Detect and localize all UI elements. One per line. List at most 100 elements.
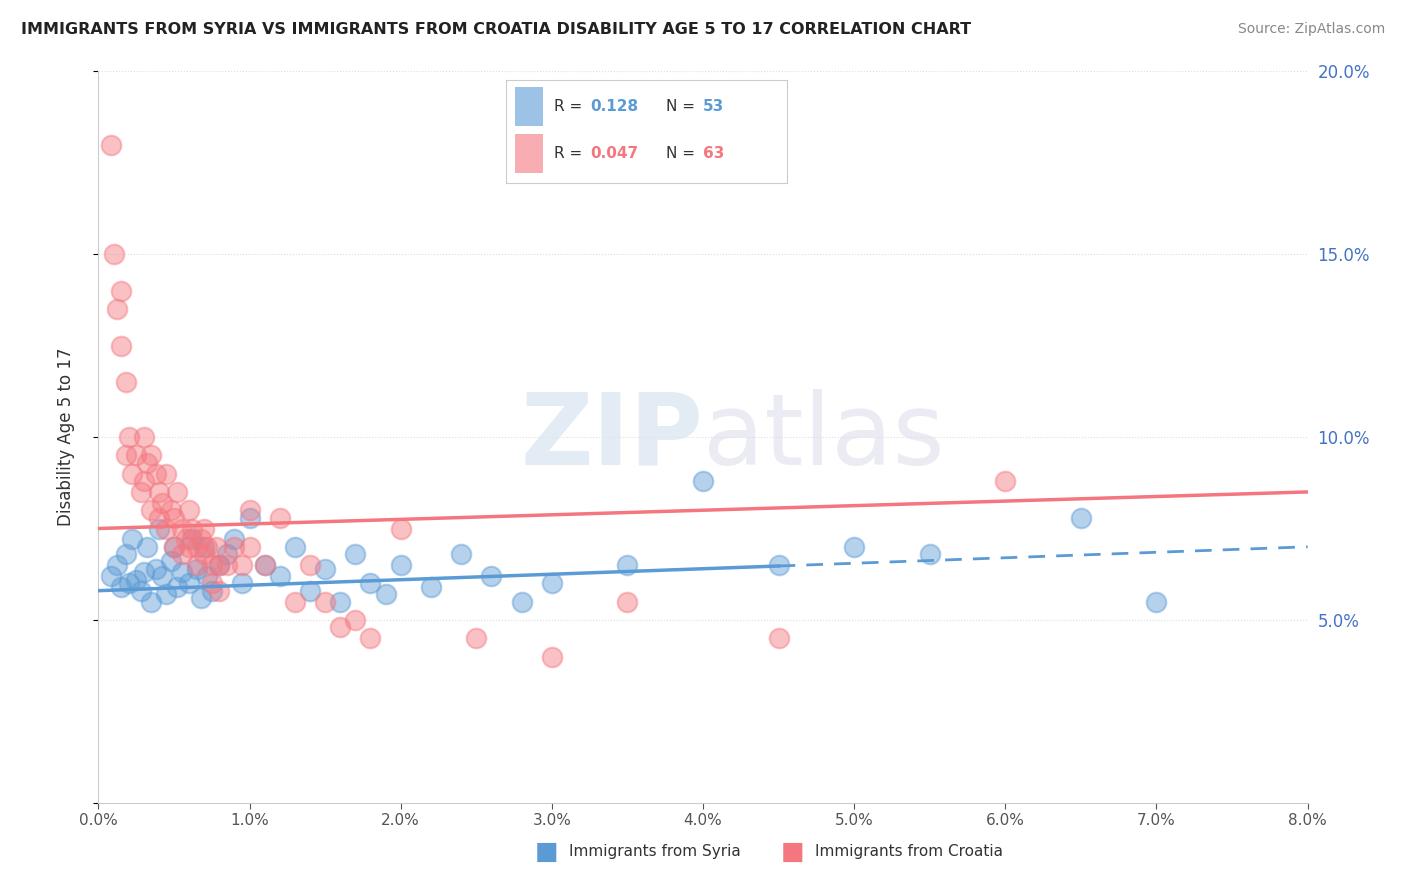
Text: ZIP: ZIP bbox=[520, 389, 703, 485]
Point bbox=[510, 594, 533, 608]
Text: N =: N = bbox=[666, 99, 700, 114]
Point bbox=[239, 510, 262, 524]
Point bbox=[179, 540, 201, 554]
Point bbox=[224, 540, 246, 554]
Text: atlas: atlas bbox=[703, 389, 945, 485]
Point bbox=[844, 540, 866, 554]
Point bbox=[284, 594, 307, 608]
Point bbox=[389, 521, 412, 535]
Point bbox=[481, 569, 503, 583]
Text: R =: R = bbox=[554, 99, 588, 114]
Point bbox=[132, 430, 155, 444]
Point bbox=[155, 521, 177, 535]
Point bbox=[253, 558, 276, 573]
Text: Immigrants from Croatia: Immigrants from Croatia bbox=[815, 845, 1004, 859]
Point bbox=[768, 632, 790, 646]
Point bbox=[125, 573, 148, 587]
Point bbox=[269, 569, 291, 583]
Point bbox=[344, 613, 367, 627]
Point bbox=[121, 533, 143, 547]
Point bbox=[201, 576, 224, 591]
Point bbox=[231, 558, 253, 573]
Point bbox=[190, 533, 212, 547]
Point bbox=[148, 510, 170, 524]
Text: N =: N = bbox=[666, 145, 700, 161]
Point bbox=[193, 547, 215, 561]
Point bbox=[121, 467, 143, 481]
Point bbox=[148, 485, 170, 500]
Point bbox=[174, 533, 197, 547]
Point bbox=[141, 448, 163, 462]
Text: 53: 53 bbox=[703, 99, 724, 114]
Point bbox=[918, 547, 941, 561]
Point bbox=[465, 632, 488, 646]
Point bbox=[141, 503, 163, 517]
Point bbox=[768, 558, 790, 573]
Point bbox=[360, 632, 382, 646]
Point bbox=[186, 558, 208, 573]
Point bbox=[193, 540, 215, 554]
Point bbox=[616, 558, 638, 573]
Point bbox=[253, 558, 276, 573]
Point bbox=[166, 580, 188, 594]
Point bbox=[205, 540, 228, 554]
Point bbox=[105, 301, 128, 317]
Point bbox=[155, 587, 177, 601]
Point bbox=[329, 620, 352, 634]
Point bbox=[170, 547, 193, 561]
Text: ■: ■ bbox=[534, 840, 558, 863]
Bar bbox=[515, 134, 543, 173]
Point bbox=[105, 558, 128, 573]
Point bbox=[540, 649, 562, 664]
Point bbox=[195, 569, 218, 583]
Text: Immigrants from Syria: Immigrants from Syria bbox=[569, 845, 741, 859]
Point bbox=[208, 583, 231, 598]
Point bbox=[284, 540, 307, 554]
Point bbox=[1146, 594, 1168, 608]
Point bbox=[135, 456, 157, 470]
Point bbox=[150, 496, 173, 510]
Point bbox=[114, 448, 136, 462]
Point bbox=[269, 510, 291, 524]
Point bbox=[360, 576, 382, 591]
Point bbox=[145, 562, 167, 576]
Text: 63: 63 bbox=[703, 145, 724, 161]
Point bbox=[132, 566, 155, 580]
Point bbox=[299, 583, 322, 598]
Point bbox=[160, 554, 183, 568]
Point bbox=[118, 430, 141, 444]
Point bbox=[181, 521, 204, 535]
Point bbox=[110, 580, 132, 594]
Point bbox=[692, 474, 714, 488]
Point bbox=[201, 558, 224, 573]
Point bbox=[344, 547, 367, 561]
Point bbox=[201, 583, 224, 598]
Point bbox=[1070, 510, 1092, 524]
Point bbox=[110, 284, 132, 298]
Point bbox=[195, 540, 218, 554]
Point bbox=[186, 562, 208, 576]
Text: R =: R = bbox=[554, 145, 588, 161]
Point bbox=[129, 583, 152, 598]
Point bbox=[100, 569, 122, 583]
Point bbox=[103, 247, 125, 261]
Point bbox=[208, 558, 231, 573]
Point bbox=[163, 540, 186, 554]
Point bbox=[186, 540, 208, 554]
Point bbox=[94, 45, 117, 61]
Point bbox=[125, 448, 148, 462]
Point bbox=[179, 576, 201, 591]
Point bbox=[141, 594, 163, 608]
Y-axis label: Disability Age 5 to 17: Disability Age 5 to 17 bbox=[56, 348, 75, 526]
Point bbox=[160, 503, 183, 517]
Point bbox=[190, 591, 212, 605]
Point bbox=[231, 576, 253, 591]
Point bbox=[163, 510, 186, 524]
Text: ■: ■ bbox=[780, 840, 804, 863]
Point bbox=[299, 558, 322, 573]
Point bbox=[616, 594, 638, 608]
Point bbox=[170, 521, 193, 535]
Point bbox=[389, 558, 412, 573]
Point bbox=[208, 558, 231, 573]
Point bbox=[450, 547, 472, 561]
